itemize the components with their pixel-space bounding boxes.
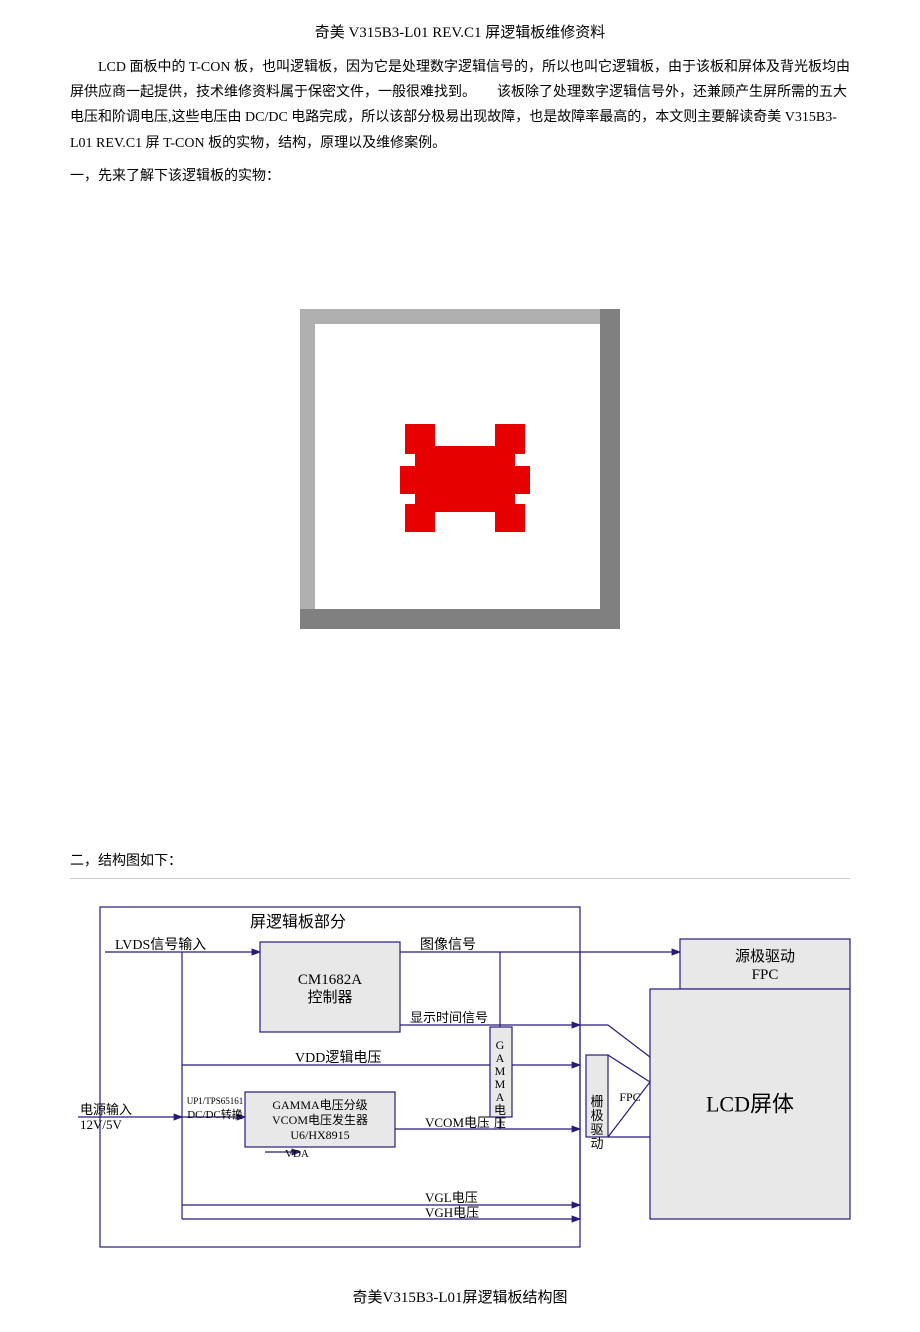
svg-text:LCD屏体: LCD屏体 [706, 1091, 794, 1116]
svg-text:DC/DC转换: DC/DC转换 [187, 1107, 243, 1121]
structure-diagram: 屏逻辑板部分 CM1682A控制器 GAMMA电压分级VCOM电压发生器U6/HX8… [70, 897, 850, 1312]
svg-text:VCOM电压发生器: VCOM电压发生器 [272, 1112, 368, 1127]
diagram-svg: 屏逻辑板部分 CM1682A控制器 GAMMA电压分级VCOM电压发生器U6/HX8… [70, 897, 860, 1277]
section-1-heading: 一，先来了解下该逻辑板的实物： [70, 164, 850, 189]
svg-text:动驱极栅: 动驱极栅 [590, 1094, 603, 1151]
svg-text:VDA: VDA [285, 1148, 309, 1160]
svg-text:屏逻辑板部分: 屏逻辑板部分 [250, 913, 346, 931]
diagram-caption: 奇美V315B3-L01屏逻辑板结构图 [70, 1285, 850, 1312]
document-title: 奇美 V315B3-L01 REV.C1 屏逻辑板维修资料 [70, 20, 850, 47]
svg-text:显示时间信号: 显示时间信号 [410, 1010, 488, 1025]
broken-image-icon [400, 424, 530, 534]
svg-text:GAMMA电压分级: GAMMA电压分级 [272, 1098, 367, 1112]
svg-text:FPC: FPC [752, 967, 779, 983]
svg-text:VGL电压: VGL电压 [425, 1190, 478, 1205]
svg-text:电源输入: 电源输入 [80, 1102, 132, 1117]
svg-text:12V/5V: 12V/5V [80, 1117, 123, 1132]
svg-text:LVDS信号输入: LVDS信号输入 [115, 937, 206, 953]
product-image-placeholder [300, 309, 620, 629]
divider [70, 878, 850, 879]
svg-text:压电AMMAG: 压电AMMAG [494, 1038, 506, 1130]
svg-text:U6/HX8915: U6/HX8915 [290, 1128, 349, 1142]
svg-text:VCOM电压: VCOM电压 [425, 1115, 490, 1130]
svg-text:VGH电压: VGH电压 [425, 1205, 479, 1220]
svg-text:CM1682A: CM1682A [298, 972, 362, 988]
img-border-left [300, 309, 315, 614]
svg-text:控制器: 控制器 [307, 989, 352, 1006]
img-border-right [600, 309, 620, 629]
svg-text:UP1/TPS65161: UP1/TPS65161 [187, 1096, 244, 1106]
svg-text:图像信号: 图像信号 [420, 937, 476, 953]
svg-text:FPC: FPC [619, 1090, 640, 1104]
svg-text:源极驱动: 源极驱动 [735, 948, 795, 965]
section-2-heading: 二，结构图如下： [70, 849, 850, 874]
svg-text:VDD逻辑电压: VDD逻辑电压 [295, 1050, 381, 1066]
img-border-top [300, 309, 605, 324]
intro-paragraph: LCD 面板中的 T-CON 板，也叫逻辑板，因为它是处理数字逻辑信号的，所以也… [70, 55, 850, 156]
img-border-bottom [300, 609, 620, 629]
